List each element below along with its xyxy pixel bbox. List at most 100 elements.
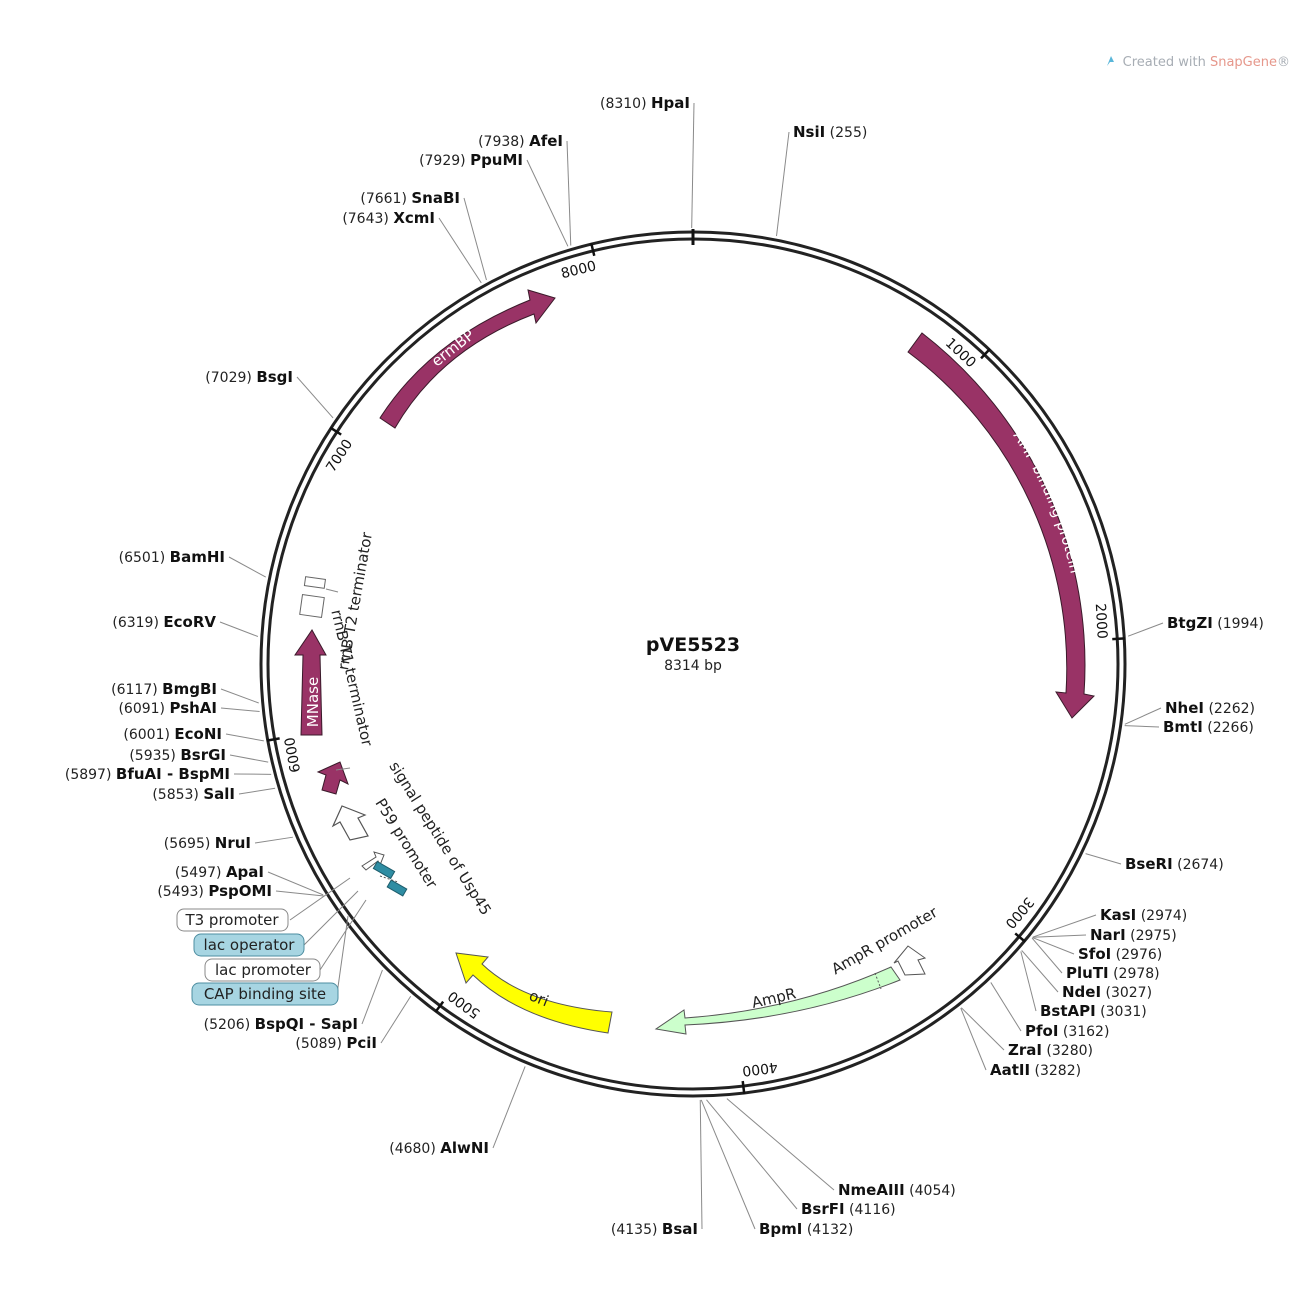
site-label[interactable]: (5497) ApaI — [175, 863, 264, 881]
tick-label: 4000 — [741, 1058, 778, 1078]
site-leader-line — [228, 556, 266, 578]
site-name: SfoI — [1078, 945, 1111, 963]
cap-site-bar[interactable] — [386, 879, 408, 897]
site-name: BsaI — [662, 1220, 698, 1238]
amp-binding-arrow[interactable] — [907, 332, 1096, 719]
site-label[interactable]: (5695) NruI — [164, 834, 251, 852]
site-label[interactable]: (6501) BamHI — [119, 548, 225, 566]
site-name: PshAI — [169, 699, 217, 717]
lac-operator-box — [193, 933, 305, 957]
site-position: (5493) — [157, 884, 208, 900]
site-name: PfoI — [1025, 1022, 1058, 1040]
site-label[interactable]: (5206) BspQI - SapI — [204, 1015, 358, 1033]
site-label[interactable]: (6091) PshAI — [118, 699, 217, 717]
site-label[interactable]: (7661) SnaBI — [360, 189, 460, 207]
site-name: AatII — [990, 1061, 1030, 1079]
site-position: (7029) — [205, 370, 256, 386]
site-label[interactable]: NsiI (255) — [793, 123, 867, 141]
t3-box-label: T3 promoter — [184, 911, 279, 929]
site-position: (5497) — [175, 865, 226, 881]
site-label[interactable]: (5853) SalI — [152, 785, 235, 803]
tick-label: 8000 — [559, 258, 597, 282]
site-position: (3162) — [1058, 1024, 1109, 1040]
site-label[interactable]: (6001) EcoNI — [123, 725, 222, 743]
site-name: BspQI - SapI — [255, 1015, 358, 1033]
site-leader-line — [275, 890, 324, 897]
site-position: (4680) — [389, 1141, 440, 1157]
site-label[interactable]: KasI (2974) — [1100, 906, 1187, 924]
ermbp-label: ermBP — [428, 326, 478, 370]
site-position: (2978) — [1109, 966, 1160, 982]
site-label[interactable]: (6319) EcoRV — [112, 613, 216, 631]
site-label[interactable]: BpmI (4132) — [759, 1220, 853, 1238]
site-position: (8310) — [600, 96, 651, 112]
site-label[interactable]: (7929) PpuMI — [419, 151, 523, 169]
site-label[interactable]: (6117) BmgBI — [111, 680, 217, 698]
site-name: BpmI — [759, 1220, 802, 1238]
site-name: NruI — [215, 834, 251, 852]
site-label[interactable]: (7643) XcmI — [342, 209, 435, 227]
site-label[interactable]: (4680) AlwNI — [389, 1139, 489, 1157]
site-leader-line — [238, 787, 276, 795]
site-label[interactable]: NarI (2975) — [1090, 926, 1177, 944]
site-leader-line — [380, 995, 412, 1044]
site-label[interactable]: (5493) PspOMI — [157, 882, 272, 900]
site-position: (6319) — [112, 615, 163, 631]
site-label[interactable]: AatII (3282) — [990, 1061, 1081, 1079]
site-leader-line — [960, 1007, 987, 1071]
ermbp-arrow[interactable] — [379, 289, 556, 429]
ampr-promoter-label: AmpR promoter — [828, 903, 941, 979]
p59-promoter-arrow[interactable] — [331, 805, 369, 841]
site-name: BtgZI — [1167, 614, 1213, 632]
site-label[interactable]: BstAPI (3031) — [1040, 1002, 1147, 1020]
ampr-promoter-arrow[interactable] — [893, 945, 927, 976]
mnase-label: MNase — [304, 677, 322, 727]
mnase-arrow[interactable] — [294, 629, 327, 736]
ampr-arrow[interactable] — [654, 966, 901, 1035]
site-label[interactable]: (7938) AfeI — [478, 132, 563, 150]
signal-peptide-arrow[interactable] — [316, 761, 349, 795]
t3-promoter-arrow[interactable] — [361, 851, 385, 871]
site-label[interactable]: (5897) BfuAI - BspMI — [65, 765, 230, 783]
site-label[interactable]: NheI (2262) — [1165, 699, 1255, 717]
tick-mark — [434, 1000, 445, 1013]
site-label[interactable]: BtgZI (1994) — [1167, 614, 1264, 632]
site-position: (7661) — [360, 191, 411, 207]
site-leader-line — [700, 1099, 756, 1230]
site-label-group: (8310) HpaI NsiI (255) (7938) AfeI(7929) P… — [65, 94, 1264, 1238]
site-label[interactable]: (5089) PciI — [295, 1034, 377, 1052]
site-label[interactable]: NmeAIII (4054) — [838, 1181, 956, 1199]
site-label[interactable]: ZraI (3280) — [1008, 1041, 1093, 1059]
site-position: (5935) — [129, 748, 180, 764]
site-label[interactable]: PfoI (3162) — [1025, 1022, 1109, 1040]
lac-promoter-leader — [319, 899, 367, 971]
site-leader-line — [566, 140, 572, 246]
snapgene-logo-icon — [1105, 55, 1117, 67]
watermark-suffix: ® — [1277, 55, 1290, 70]
site-label[interactable]: NdeI (3027) — [1062, 983, 1152, 1001]
site-label[interactable]: (5935) BsrGI — [129, 746, 226, 764]
site-leader-line — [1032, 914, 1097, 938]
lac-operator-bar[interactable] — [372, 860, 396, 880]
cap-leader — [336, 915, 349, 995]
site-label[interactable]: (8310) HpaI — [600, 94, 690, 112]
site-label[interactable]: PluTI (2978) — [1066, 964, 1160, 982]
ori-arrow[interactable] — [455, 952, 613, 1034]
rrnb-t1-box[interactable] — [299, 594, 325, 618]
site-name: NsiI — [793, 123, 825, 141]
rrnb-t2-box[interactable] — [303, 576, 327, 589]
watermark-prefix: Created with — [1122, 55, 1210, 70]
rrnb-t1-leader — [335, 767, 351, 771]
site-label[interactable]: BmtI (2266) — [1163, 718, 1254, 736]
site-position: (5853) — [152, 787, 203, 803]
site-label[interactable]: (7029) BsgI — [205, 368, 293, 386]
site-leader-line — [220, 707, 260, 713]
site-label[interactable]: SfoI (2976) — [1078, 945, 1162, 963]
site-label[interactable]: BseRI (2674) — [1125, 855, 1224, 873]
lac-operator-leader — [303, 890, 359, 946]
site-name: KasI — [1100, 906, 1136, 924]
tick-mark — [589, 242, 596, 257]
site-label[interactable]: (4135) BsaI — [611, 1220, 698, 1238]
site-label[interactable]: BsrFI (4116) — [801, 1200, 896, 1218]
site-position: (5089) — [295, 1036, 346, 1052]
